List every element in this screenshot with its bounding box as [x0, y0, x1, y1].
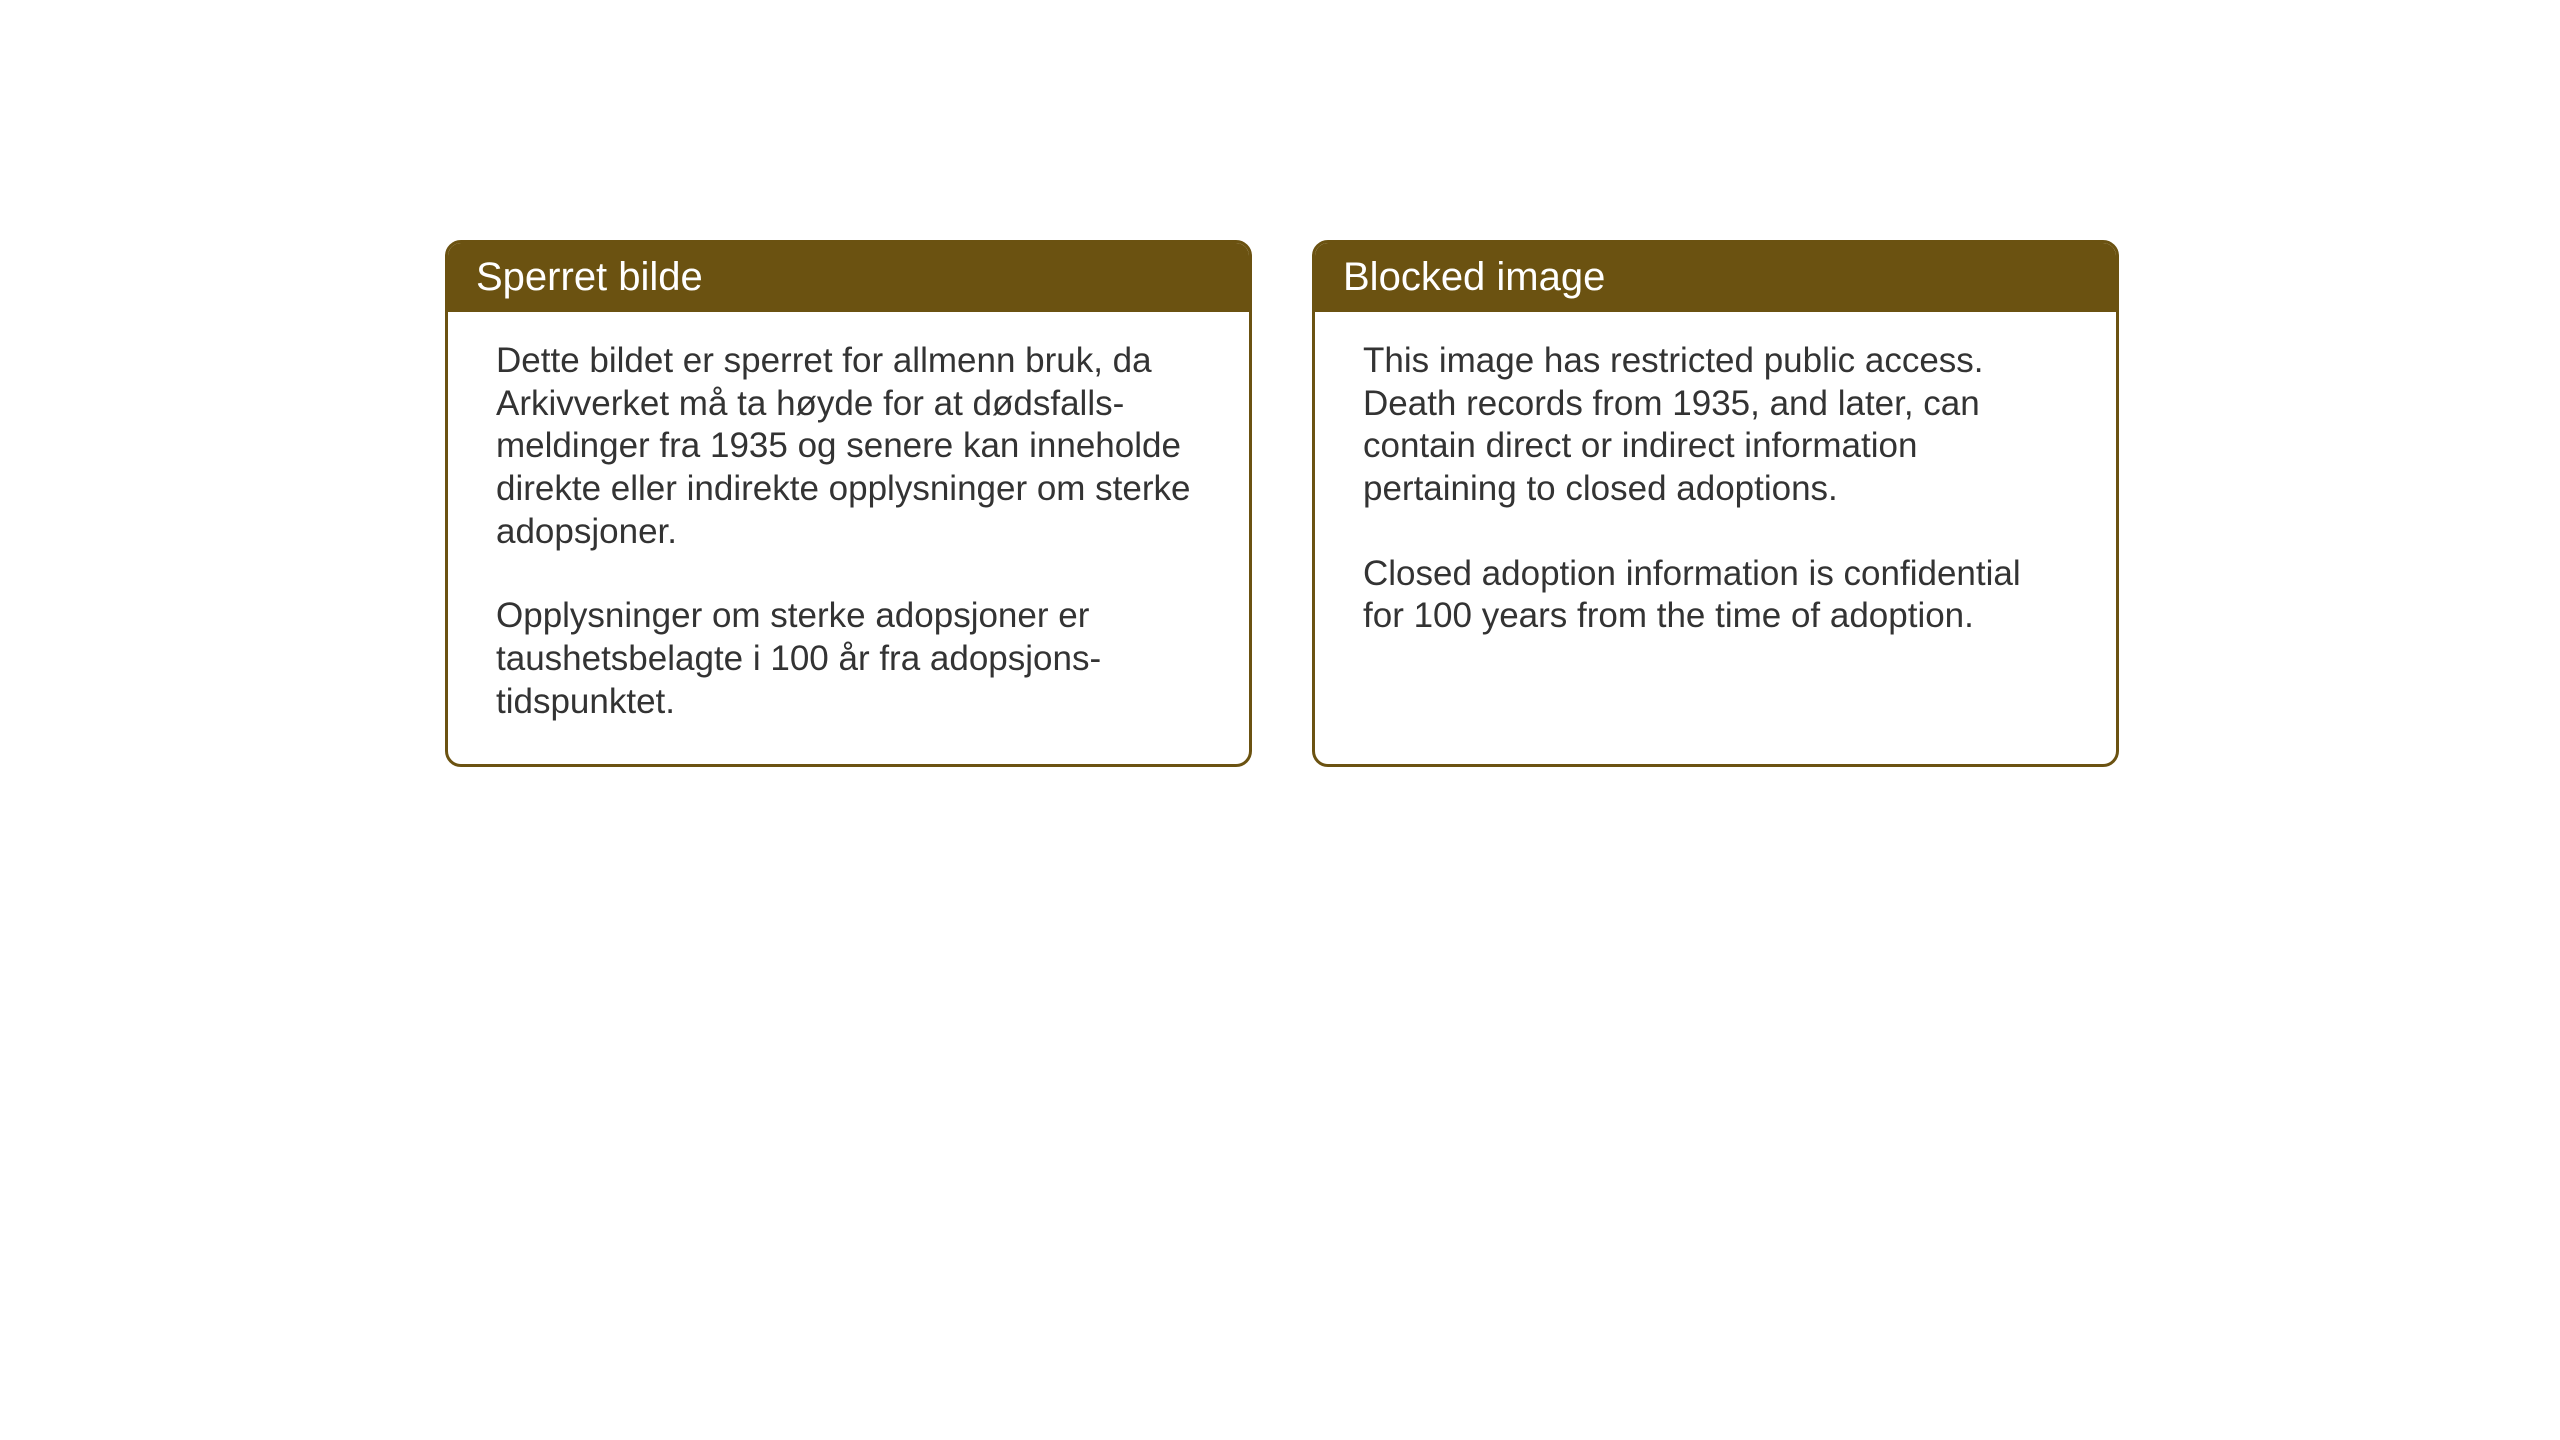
- notice-paragraph-2-norwegian: Opplysninger om sterke adopsjoner er tau…: [496, 595, 1201, 723]
- notice-header-english: Blocked image: [1315, 243, 2116, 312]
- notice-title-norwegian: Sperret bilde: [476, 255, 703, 299]
- notice-container: Sperret bilde Dette bildet er sperret fo…: [445, 240, 2119, 767]
- notice-card-norwegian: Sperret bilde Dette bildet er sperret fo…: [445, 240, 1252, 767]
- notice-paragraph-2-english: Closed adoption information is confident…: [1363, 553, 2068, 638]
- notice-body-norwegian: Dette bildet er sperret for allmenn bruk…: [448, 312, 1249, 764]
- notice-body-english: This image has restricted public access.…: [1315, 312, 2116, 762]
- notice-paragraph-1-english: This image has restricted public access.…: [1363, 340, 2068, 511]
- notice-header-norwegian: Sperret bilde: [448, 243, 1249, 312]
- notice-title-english: Blocked image: [1343, 255, 1605, 299]
- notice-card-english: Blocked image This image has restricted …: [1312, 240, 2119, 767]
- notice-paragraph-1-norwegian: Dette bildet er sperret for allmenn bruk…: [496, 340, 1201, 553]
